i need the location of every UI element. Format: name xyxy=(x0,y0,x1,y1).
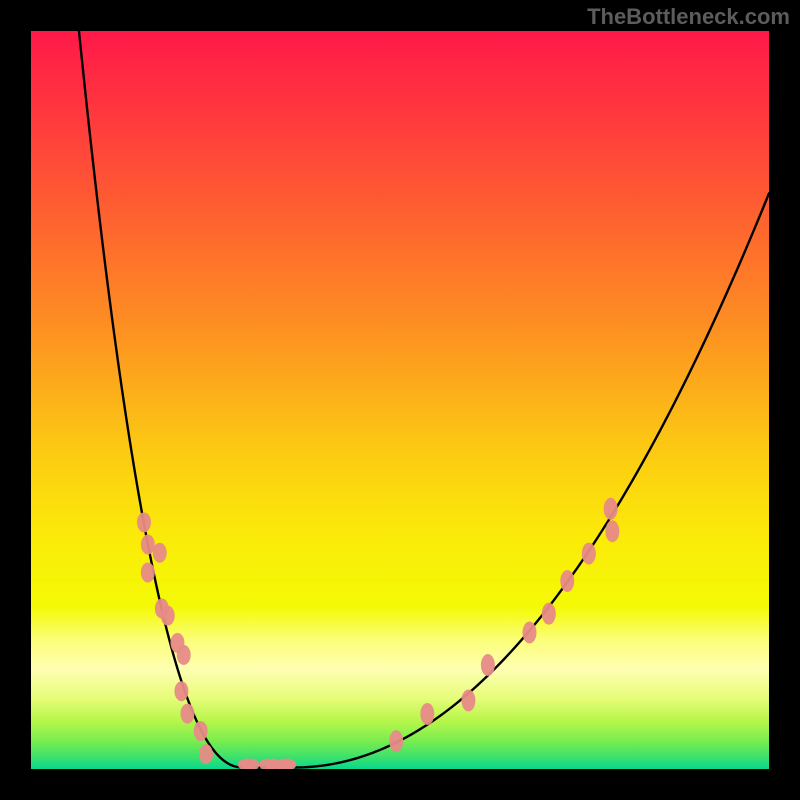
data-marker xyxy=(180,704,194,724)
data-marker xyxy=(523,622,537,644)
data-marker xyxy=(389,730,403,752)
data-marker xyxy=(141,535,155,555)
plot-area xyxy=(31,31,769,769)
watermark-text: TheBottleneck.com xyxy=(587,4,790,30)
chart-background xyxy=(31,31,769,769)
data-marker xyxy=(199,744,213,764)
data-marker xyxy=(174,681,188,701)
data-marker xyxy=(141,563,155,583)
data-marker xyxy=(605,520,619,542)
data-marker xyxy=(481,654,495,676)
data-marker xyxy=(604,498,618,520)
data-marker xyxy=(170,633,184,653)
data-marker xyxy=(582,543,596,565)
data-marker xyxy=(137,512,151,532)
data-marker xyxy=(461,690,475,712)
data-marker xyxy=(560,570,574,592)
data-marker xyxy=(420,703,434,725)
data-marker xyxy=(194,721,208,741)
figure-root: TheBottleneck.com xyxy=(0,0,800,800)
data-marker xyxy=(542,603,556,625)
data-marker xyxy=(155,599,169,619)
